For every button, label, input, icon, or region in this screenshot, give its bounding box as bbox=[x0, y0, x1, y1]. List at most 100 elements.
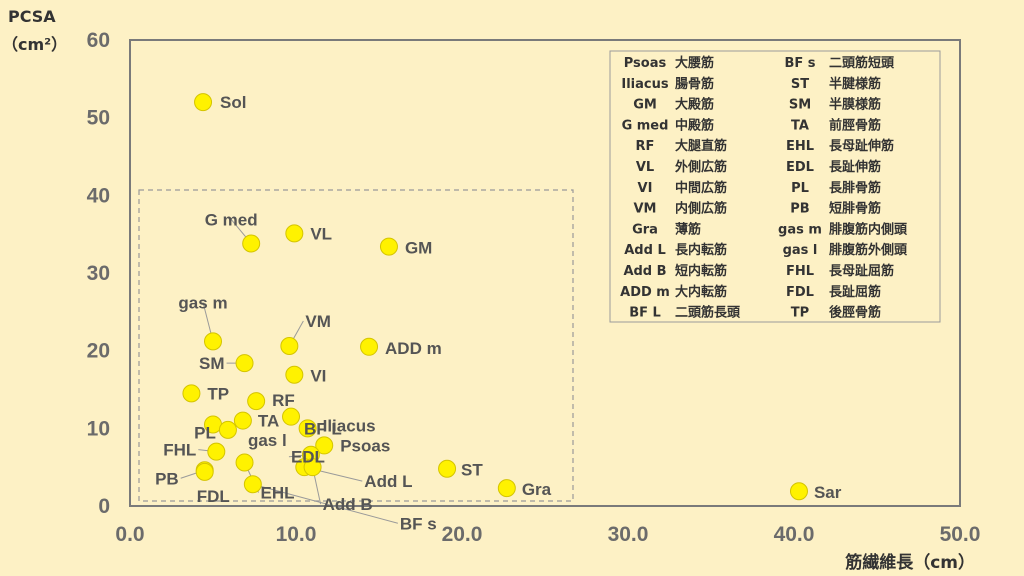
point-label-fdl: FDL bbox=[197, 487, 230, 506]
plot-area bbox=[129, 39, 961, 507]
point-ta bbox=[233, 411, 252, 430]
point-rf bbox=[247, 392, 266, 411]
point-sm bbox=[235, 354, 254, 373]
point-label-fhl: FHL bbox=[163, 441, 196, 460]
point-gas-l bbox=[218, 420, 237, 439]
point-label-sol: Sol bbox=[220, 93, 246, 112]
y-axis-label-line1: PCSA bbox=[8, 7, 56, 26]
point-label-psoas: Psoas bbox=[340, 436, 390, 455]
point-label-vi: VI bbox=[310, 367, 326, 386]
point-psoas bbox=[315, 436, 334, 455]
legend-name: 中間広筋 bbox=[675, 180, 727, 196]
y-tick-label: 30 bbox=[87, 262, 110, 285]
y-tick-label: 20 bbox=[87, 340, 110, 363]
legend-name: 薄筋 bbox=[675, 221, 701, 237]
highlight-dashed-box bbox=[138, 189, 574, 502]
point-bf-s bbox=[243, 475, 262, 494]
x-tick-label: 50.0 bbox=[940, 523, 981, 546]
point-tp bbox=[182, 384, 201, 403]
legend-name: 腸骨筋 bbox=[675, 76, 714, 92]
legend-name: 半腱様筋 bbox=[829, 76, 881, 92]
point-vl bbox=[285, 224, 304, 243]
y-tick-label: 50 bbox=[87, 107, 110, 130]
legend-abbr: FDL bbox=[786, 285, 814, 300]
legend-abbr: VL bbox=[636, 160, 654, 175]
point-label-vl: VL bbox=[310, 224, 332, 243]
legend-abbr: VI bbox=[638, 181, 653, 196]
legend-abbr: RF bbox=[636, 139, 655, 154]
point-label-add-b: Add B bbox=[323, 495, 373, 514]
point-sol bbox=[194, 93, 213, 112]
point-label-gas-l: gas l bbox=[248, 431, 287, 450]
y-tick-label: 40 bbox=[87, 184, 110, 207]
legend-name: 中殿筋 bbox=[675, 117, 714, 133]
point-sar bbox=[789, 482, 808, 501]
point-st bbox=[438, 459, 457, 478]
x-tick-label: 20.0 bbox=[442, 523, 483, 546]
legend-abbr: Psoas bbox=[624, 56, 667, 71]
x-axis-tick-labels: 0.0 10.0 20.0 30.0 40.0 50.0 bbox=[115, 523, 980, 546]
legend-abbr: TP bbox=[791, 306, 809, 321]
legend-name: 大殿筋 bbox=[675, 97, 714, 113]
point-label-add-m: ADD m bbox=[385, 339, 442, 358]
legend-abbr: GM bbox=[633, 98, 657, 113]
x-tick-label: 40.0 bbox=[774, 523, 815, 546]
legend-abbr: BF s bbox=[784, 56, 815, 71]
legend-name: 大腿直筋 bbox=[675, 138, 727, 154]
legend-name: 二頭筋長頭 bbox=[675, 305, 741, 321]
legend-abbr: G med bbox=[622, 118, 669, 133]
x-axis-label: 筋繊維長（cm） bbox=[844, 552, 975, 573]
x-tick-label: 30.0 bbox=[608, 523, 649, 546]
legend-abbr: VM bbox=[634, 202, 657, 217]
point-label-ta: TA bbox=[258, 412, 279, 431]
point-fdl bbox=[195, 462, 214, 481]
point-labels: Sol G med VL GM gas m VM ADD m SM VI TP RF BF L TA PL… bbox=[155, 93, 842, 533]
point-add-b bbox=[303, 458, 322, 477]
legend-abbr: FHL bbox=[786, 264, 814, 279]
legend-abbr: SM bbox=[789, 98, 811, 113]
point-fhl bbox=[207, 442, 226, 461]
legend-name: 大腰筋 bbox=[675, 55, 714, 71]
legend-abbr: BF L bbox=[629, 306, 661, 321]
legend-abbr: Gra bbox=[632, 222, 658, 237]
point-label-st: ST bbox=[461, 461, 483, 480]
legend-abbr: PL bbox=[791, 181, 809, 196]
point-label-sar: Sar bbox=[814, 483, 842, 502]
point-label-gra: Gra bbox=[522, 480, 552, 499]
point-bf-l bbox=[282, 407, 301, 426]
y-tick-label: 0 bbox=[98, 495, 110, 518]
point-gra bbox=[497, 479, 516, 498]
x-tick-label: 0.0 bbox=[115, 523, 144, 546]
legend-name: 前脛骨筋 bbox=[829, 117, 881, 133]
legend-name: 腓腹筋外側頭 bbox=[829, 242, 908, 258]
legend-name: 外側広筋 bbox=[674, 159, 727, 175]
point-ehl bbox=[235, 453, 254, 472]
legend-abbr: gas l bbox=[783, 243, 818, 258]
legend-box: Psoas 大腰筋 Iliacus 腸骨筋 GM 大殿筋 G med 中殿筋 RF 大腿直筋 VL 外… bbox=[609, 50, 941, 323]
legend-name: 長趾屈筋 bbox=[829, 284, 881, 300]
legend-abbr: PB bbox=[790, 202, 809, 217]
legend-name: 二頭筋短頭 bbox=[829, 55, 895, 71]
point-label-gm: GM bbox=[405, 239, 432, 258]
point-label-bf-s: BF s bbox=[400, 514, 437, 533]
point-gm bbox=[379, 237, 398, 256]
y-axis-label-line2: （cm²） bbox=[2, 35, 67, 54]
point-label-bf-l: BF L bbox=[304, 420, 342, 439]
legend-name: 内側広筋 bbox=[675, 201, 727, 217]
y-tick-label: 10 bbox=[87, 417, 110, 440]
legend-name: 大内転筋 bbox=[675, 284, 727, 300]
point-g-med bbox=[242, 234, 261, 253]
legend-abbr: Add B bbox=[623, 264, 666, 279]
legend-name: 長腓骨筋 bbox=[829, 180, 881, 196]
legend-abbr: EHL bbox=[786, 139, 814, 154]
point-label-g-med: G med bbox=[205, 210, 258, 229]
point-vi bbox=[285, 365, 304, 384]
point-label-vm: VM bbox=[305, 312, 331, 331]
x-tick-label: 10.0 bbox=[276, 523, 317, 546]
legend-name: 長母趾屈筋 bbox=[829, 263, 894, 279]
point-label-add-l: Add L bbox=[364, 472, 412, 491]
y-axis-tick-labels: 0 10 20 30 40 50 60 bbox=[87, 29, 110, 518]
data-points bbox=[182, 93, 808, 501]
legend-name: 半膜様筋 bbox=[829, 97, 881, 113]
